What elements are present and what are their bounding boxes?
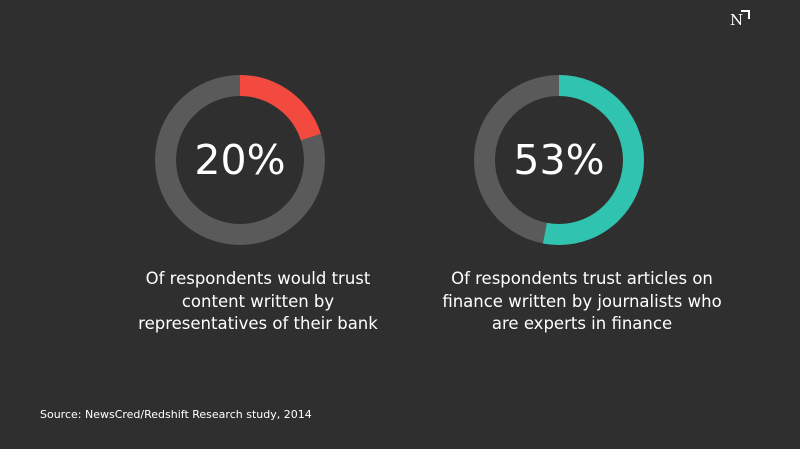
donut-caption-bank-trust: Of respondents would trust content writt… xyxy=(98,268,418,336)
donut-chart-svg xyxy=(155,75,325,245)
brand-logo-corner-mark xyxy=(741,10,750,19)
donut-value-arc xyxy=(155,75,325,245)
source-note: Source: NewsCred/Redshift Research study… xyxy=(40,408,312,421)
brand-logo-letter: N xyxy=(730,11,744,29)
donut-value-label: 20% xyxy=(194,136,286,184)
caption-line: are experts in finance xyxy=(491,314,673,333)
caption-line: finance written by journalists who xyxy=(442,291,722,311)
caption-line: representatives of their bank xyxy=(138,314,378,333)
caption-line: Of respondents trust articles on xyxy=(451,269,713,288)
brand-logo: N xyxy=(728,10,752,32)
donut-chart-bank-trust: 20% xyxy=(152,72,328,248)
donut-caption-journalist-trust: Of respondents trust articles on finance… xyxy=(422,268,742,336)
caption-line: Of respondents would trust xyxy=(145,269,371,288)
donut-value-arc xyxy=(474,75,644,245)
donut-chart-journalist-trust: 53% xyxy=(471,72,647,248)
donut-value-label: 53% xyxy=(513,136,605,184)
caption-line: content written by xyxy=(181,291,335,311)
donut-chart-svg xyxy=(474,75,644,245)
